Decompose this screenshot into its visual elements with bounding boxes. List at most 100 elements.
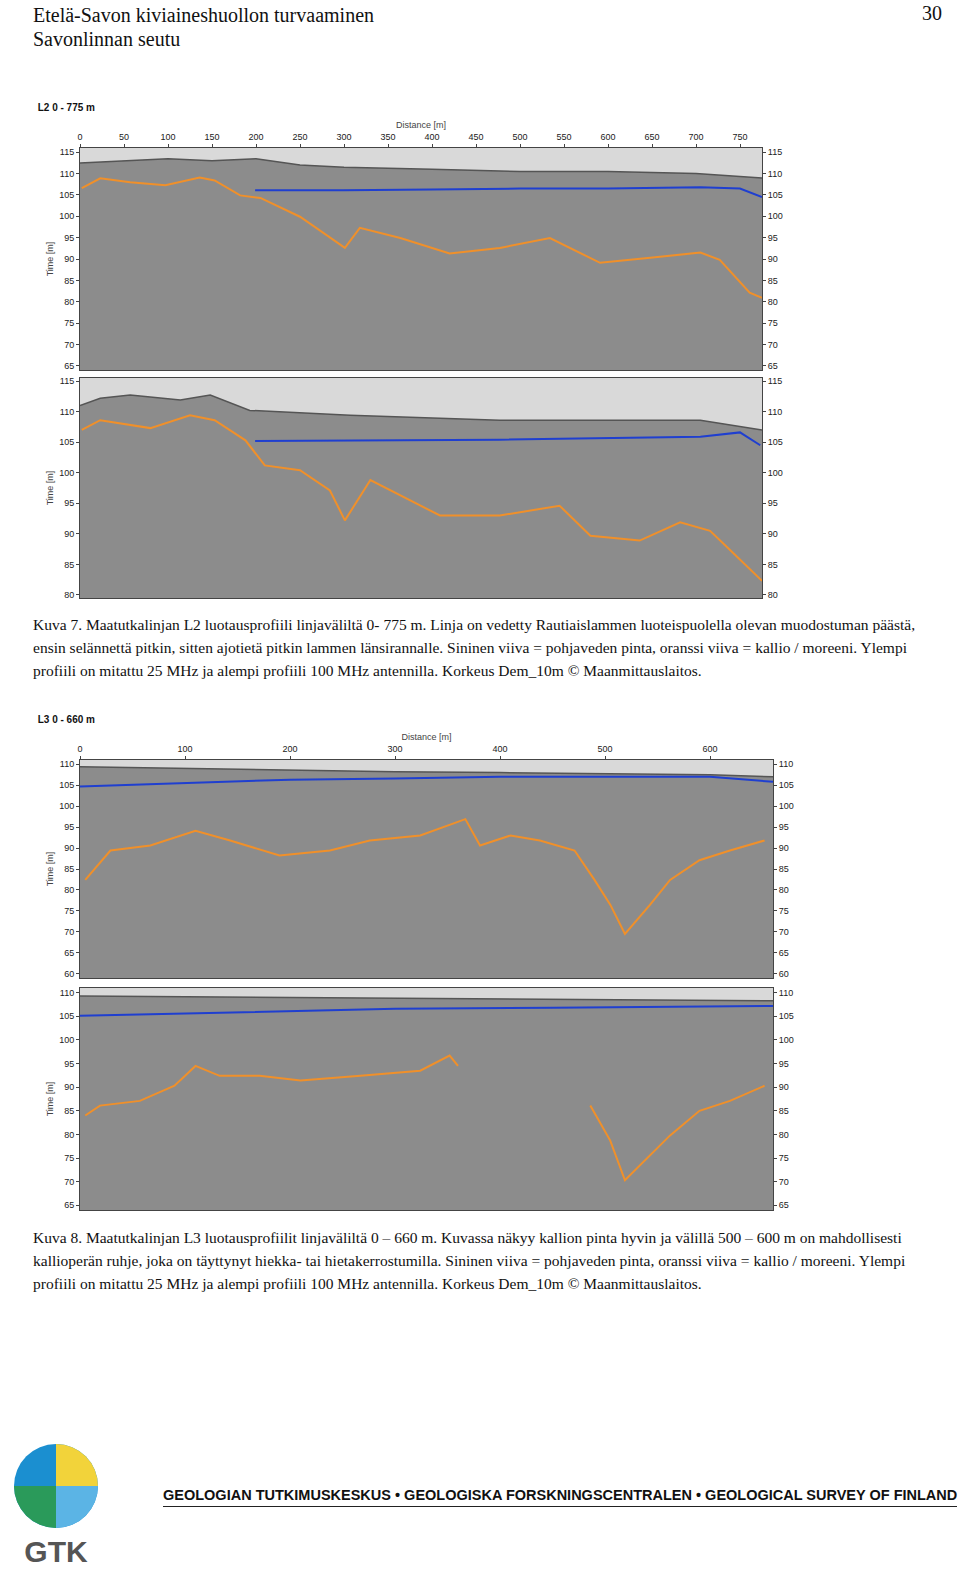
svg-text:450: 450 [468, 132, 483, 142]
svg-text:300: 300 [387, 744, 402, 754]
svg-text:80: 80 [64, 1130, 74, 1140]
svg-text:85: 85 [768, 560, 778, 570]
svg-text:90: 90 [779, 843, 789, 853]
svg-text:75: 75 [779, 1153, 789, 1163]
svg-text:95: 95 [64, 822, 74, 832]
svg-text:75: 75 [779, 906, 789, 916]
svg-text:80: 80 [64, 297, 74, 307]
svg-text:100: 100 [160, 132, 175, 142]
svg-text:80: 80 [768, 590, 778, 600]
svg-text:95: 95 [768, 233, 778, 243]
svg-text:65: 65 [779, 948, 789, 958]
svg-text:70: 70 [768, 340, 778, 350]
svg-text:105: 105 [59, 437, 74, 447]
svg-text:75: 75 [64, 1153, 74, 1163]
svg-text:85: 85 [64, 276, 74, 286]
svg-text:105: 105 [768, 437, 783, 447]
svg-text:500: 500 [597, 744, 612, 754]
svg-text:200: 200 [248, 132, 263, 142]
svg-text:100: 100 [779, 1035, 794, 1045]
svg-text:100: 100 [177, 744, 192, 754]
svg-text:105: 105 [779, 780, 794, 790]
svg-text:90: 90 [768, 254, 778, 264]
svg-text:65: 65 [64, 1200, 74, 1210]
svg-text:65: 65 [768, 361, 778, 371]
svg-text:110: 110 [60, 169, 74, 179]
svg-text:100: 100 [59, 801, 74, 811]
svg-text:60: 60 [779, 969, 789, 979]
svg-text:GTK: GTK [24, 1535, 88, 1568]
svg-text:50: 50 [119, 132, 129, 142]
svg-text:Distance [m]: Distance [m] [396, 120, 446, 130]
svg-text:115: 115 [768, 147, 782, 157]
svg-text:Time [m]: Time [m] [45, 242, 55, 277]
svg-text:60: 60 [64, 969, 74, 979]
svg-text:95: 95 [768, 498, 778, 508]
svg-text:95: 95 [779, 1059, 789, 1069]
svg-text:L2 0 - 775 m: L2 0 - 775 m [38, 102, 95, 113]
svg-text:110: 110 [779, 988, 793, 998]
svg-text:95: 95 [779, 822, 789, 832]
svg-text:350: 350 [380, 132, 395, 142]
svg-text:100: 100 [59, 468, 74, 478]
svg-text:105: 105 [59, 1011, 74, 1021]
svg-text:85: 85 [64, 560, 74, 570]
svg-text:85: 85 [64, 864, 74, 874]
svg-text:100: 100 [59, 1035, 74, 1045]
svg-text:110: 110 [60, 759, 74, 769]
svg-text:110: 110 [60, 407, 74, 417]
svg-text:100: 100 [59, 211, 74, 221]
svg-text:Time [m]: Time [m] [45, 852, 55, 887]
svg-text:65: 65 [779, 1200, 789, 1210]
svg-text:85: 85 [64, 1106, 74, 1116]
svg-text:75: 75 [64, 906, 74, 916]
svg-text:105: 105 [768, 190, 783, 200]
svg-text:200: 200 [282, 744, 297, 754]
svg-text:90: 90 [64, 254, 74, 264]
svg-text:80: 80 [64, 590, 74, 600]
svg-text:70: 70 [779, 1177, 789, 1187]
svg-text:250: 250 [292, 132, 307, 142]
svg-text:150: 150 [204, 132, 219, 142]
svg-text:80: 80 [779, 1130, 789, 1140]
svg-text:70: 70 [64, 340, 74, 350]
svg-text:70: 70 [64, 1177, 74, 1187]
svg-text:95: 95 [64, 1059, 74, 1069]
svg-text:115: 115 [60, 376, 74, 386]
svg-text:85: 85 [779, 1106, 789, 1116]
svg-text:Time [m]: Time [m] [45, 1082, 55, 1117]
svg-text:65: 65 [64, 361, 74, 371]
svg-text:95: 95 [64, 233, 74, 243]
svg-text:90: 90 [779, 1082, 789, 1092]
svg-text:700: 700 [688, 132, 703, 142]
svg-text:115: 115 [60, 147, 74, 157]
svg-text:65: 65 [64, 948, 74, 958]
svg-text:600: 600 [702, 744, 717, 754]
svg-text:75: 75 [64, 318, 74, 328]
svg-text:110: 110 [768, 407, 782, 417]
svg-text:110: 110 [768, 169, 782, 179]
svg-text:90: 90 [64, 529, 74, 539]
svg-text:550: 550 [556, 132, 571, 142]
svg-text:90: 90 [64, 843, 74, 853]
svg-text:75: 75 [768, 318, 778, 328]
svg-text:95: 95 [64, 498, 74, 508]
svg-text:85: 85 [768, 276, 778, 286]
svg-text:90: 90 [64, 1082, 74, 1092]
svg-text:0: 0 [77, 744, 82, 754]
svg-text:105: 105 [779, 1011, 794, 1021]
svg-text:105: 105 [59, 190, 74, 200]
svg-text:80: 80 [779, 885, 789, 895]
svg-text:100: 100 [768, 468, 783, 478]
svg-text:300: 300 [336, 132, 351, 142]
svg-text:70: 70 [779, 927, 789, 937]
svg-text:70: 70 [64, 927, 74, 937]
svg-text:100: 100 [768, 211, 783, 221]
svg-text:0: 0 [77, 132, 82, 142]
svg-text:80: 80 [768, 297, 778, 307]
svg-text:400: 400 [492, 744, 507, 754]
svg-text:110: 110 [60, 988, 74, 998]
svg-text:100: 100 [779, 801, 794, 811]
svg-text:Time [m]: Time [m] [45, 471, 55, 506]
svg-text:L3 0 - 660 m: L3 0 - 660 m [38, 714, 95, 725]
